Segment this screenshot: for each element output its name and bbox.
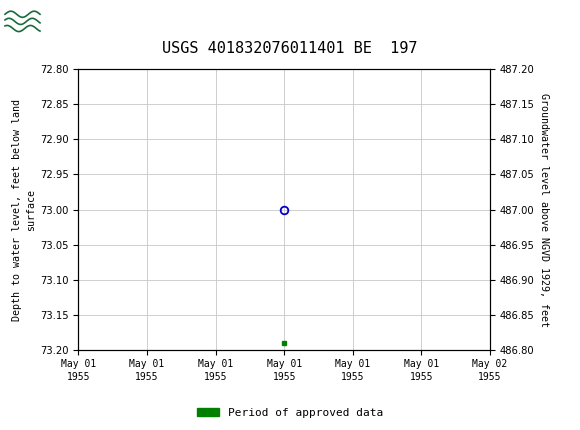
Y-axis label: Groundwater level above NGVD 1929, feet: Groundwater level above NGVD 1929, feet [539,92,549,327]
Text: USGS: USGS [48,10,92,28]
Text: USGS 401832076011401 BE  197: USGS 401832076011401 BE 197 [162,41,418,56]
Legend: Period of approved data: Period of approved data [193,403,387,422]
Y-axis label: Depth to water level, feet below land
surface: Depth to water level, feet below land su… [12,98,35,321]
Bar [4,4,42,35]
